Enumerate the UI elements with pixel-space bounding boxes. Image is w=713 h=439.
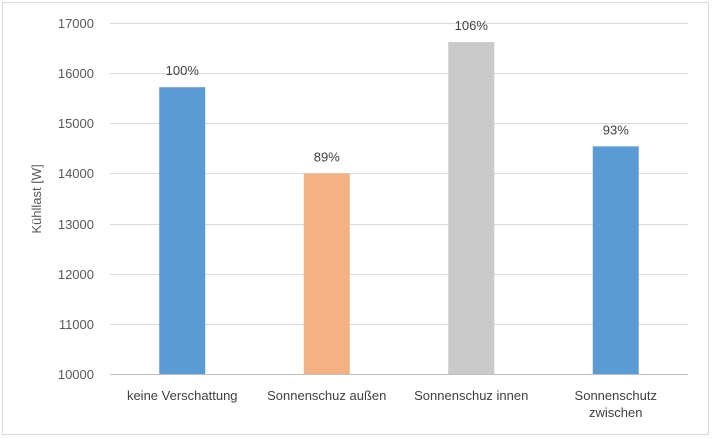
- y-tick-label: 14000: [58, 166, 94, 181]
- data-label: 89%: [314, 149, 340, 164]
- bar: [592, 146, 639, 374]
- gridlines: [110, 23, 688, 375]
- y-tick-label: 12000: [58, 267, 94, 282]
- category-label: keine Verschattung: [127, 388, 238, 403]
- chart-frame: [2, 2, 709, 435]
- category-label: Sonnenschuz innen: [414, 388, 528, 403]
- data-label: 100%: [166, 63, 200, 78]
- category-label: Sonnenschutz: [575, 388, 657, 403]
- y-tick-label: 17000: [58, 16, 94, 31]
- y-axis-title: Kühllast [W]: [29, 164, 44, 233]
- y-tick-label: 13000: [58, 217, 94, 232]
- bar: [448, 42, 495, 374]
- category-label: Sonnenschuz außen: [267, 388, 386, 403]
- y-tick-label: 16000: [58, 66, 94, 81]
- bar: [159, 87, 206, 374]
- category-label: zwischen: [589, 405, 642, 420]
- data-label: 106%: [455, 18, 489, 33]
- bar: [303, 173, 350, 374]
- y-tick-label: 15000: [58, 116, 94, 131]
- y-tick-label: 11000: [59, 317, 94, 332]
- data-labels: 100% 89% 106% 93%: [166, 18, 630, 164]
- data-label: 93%: [603, 122, 629, 137]
- y-axis-ticks: 10000 11000 12000 13000 14000 15000 16000 17000: [58, 16, 94, 382]
- y-tick-label: 10000: [58, 367, 94, 382]
- bars: [159, 42, 639, 374]
- category-labels: keine Verschattung Sonnenschuz außen Sonne…: [127, 388, 657, 420]
